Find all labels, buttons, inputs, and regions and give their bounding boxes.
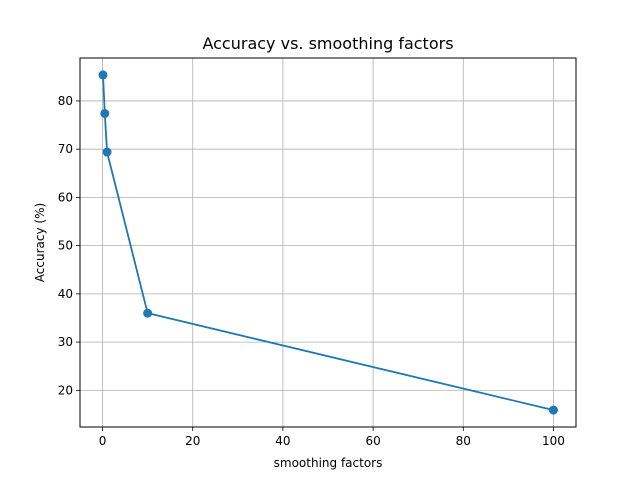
ticks: 0 20 40 60 80 100 20 30 40 50 60 70 80: [58, 94, 565, 448]
x-tick-label: 40: [275, 434, 290, 448]
plot-frame: [79, 57, 577, 428]
x-tick-label: 80: [456, 434, 471, 448]
y-tick-label: 80: [58, 94, 73, 108]
x-tick-label: 0: [99, 434, 107, 448]
data-point: [548, 405, 558, 415]
y-tick-label: 20: [58, 383, 73, 397]
y-tick-label: 60: [58, 190, 73, 204]
data-point: [100, 108, 110, 118]
chart-title: Accuracy vs. smoothing factors: [202, 34, 453, 53]
data-point: [102, 147, 112, 157]
grid: [80, 58, 576, 427]
y-axis-label: Accuracy (%): [33, 203, 47, 282]
x-tick-label: 100: [542, 434, 565, 448]
y-tick-label: 40: [58, 287, 73, 301]
series-layer: [98, 70, 558, 415]
y-tick-label: 30: [58, 335, 73, 349]
y-tick-label: 50: [58, 239, 73, 253]
x-axis-label: smoothing factors: [274, 456, 383, 470]
data-point: [143, 308, 153, 318]
x-tick-label: 60: [365, 434, 380, 448]
x-tick-label: 20: [185, 434, 200, 448]
y-tick-label: 70: [58, 142, 73, 156]
data-point: [98, 70, 108, 80]
